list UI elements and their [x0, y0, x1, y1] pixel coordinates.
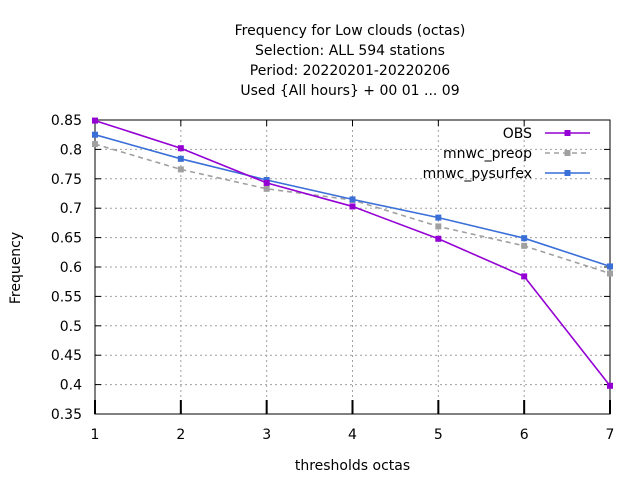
y-axis-label: Frequency	[8, 232, 24, 304]
x-tick-label: 1	[91, 427, 100, 443]
x-tick-label: 4	[348, 427, 357, 443]
x-tick-label: 7	[606, 427, 615, 443]
y-tick-label: 0.65	[51, 231, 82, 247]
y-tick-label: 0.35	[51, 407, 82, 423]
y-tick-label: 0.45	[51, 348, 82, 364]
data-point-mnwc_preop	[435, 223, 442, 230]
data-point-mnwc_preop	[92, 141, 98, 148]
legend-marker	[564, 170, 571, 176]
y-tick-label: 0.75	[51, 172, 82, 188]
data-point-OBS	[263, 179, 270, 186]
data-point-mnwc_pysurfex	[92, 131, 98, 138]
y-tick-label: 0.55	[51, 289, 82, 305]
y-tick-label: 0.6	[60, 260, 82, 276]
data-point-OBS	[177, 145, 184, 152]
legend-label: mnwc_pysurfex	[423, 166, 532, 182]
data-point-mnwc_pysurfex	[607, 263, 613, 270]
data-point-OBS	[92, 117, 98, 124]
data-point-mnwc_preop	[177, 166, 184, 173]
x-tick-label: 6	[520, 427, 529, 443]
y-tick-label: 0.85	[51, 113, 82, 129]
legend-label: mnwc_preop	[443, 146, 532, 162]
y-tick-label: 0.8	[60, 142, 82, 158]
legend: OBS mnwc_preop mnwc_pysurfex	[423, 126, 590, 182]
x-tick-label: 5	[434, 427, 443, 443]
grid	[95, 120, 610, 414]
x-tick-label: 3	[262, 427, 271, 443]
data-point-mnwc_pysurfex	[435, 214, 442, 221]
series	[92, 117, 613, 389]
legend-label: OBS	[503, 126, 532, 142]
chart-title-line: Selection: ALL 594 stations	[255, 43, 445, 59]
chart-title-line: Used {All hours} + 00 01 ... 09	[240, 83, 459, 99]
y-tick-label: 0.7	[60, 201, 82, 217]
data-point-OBS	[607, 382, 613, 389]
legend-marker	[564, 150, 571, 156]
chart-title: Frequency for Low clouds (octas) Selectio…	[235, 23, 466, 99]
chart-title-line: Period: 20220201-20220206	[250, 63, 450, 79]
y-tick-label: 0.4	[60, 378, 82, 394]
chart-title-line: Frequency for Low clouds (octas)	[235, 23, 466, 39]
data-point-mnwc_pysurfex	[349, 196, 356, 203]
data-point-mnwc_preop	[263, 185, 270, 192]
data-point-mnwc_pysurfex	[177, 155, 184, 162]
legend-marker	[564, 130, 571, 136]
data-point-mnwc_preop	[607, 270, 613, 277]
x-axis-label: thresholds octas	[295, 458, 410, 474]
data-point-mnwc_pysurfex	[521, 235, 528, 242]
data-point-mnwc_preop	[521, 242, 528, 249]
data-point-OBS	[521, 273, 528, 280]
y-tick-label: 0.5	[60, 319, 82, 335]
x-tick-label: 2	[176, 427, 185, 443]
axis-ticks: 0.35 0.4 0.45 0.5 0.55 0.6 0.65 0.7 0.75 0.8 0.85 1…	[51, 113, 615, 443]
data-point-OBS	[435, 235, 442, 242]
data-point-OBS	[349, 203, 356, 210]
